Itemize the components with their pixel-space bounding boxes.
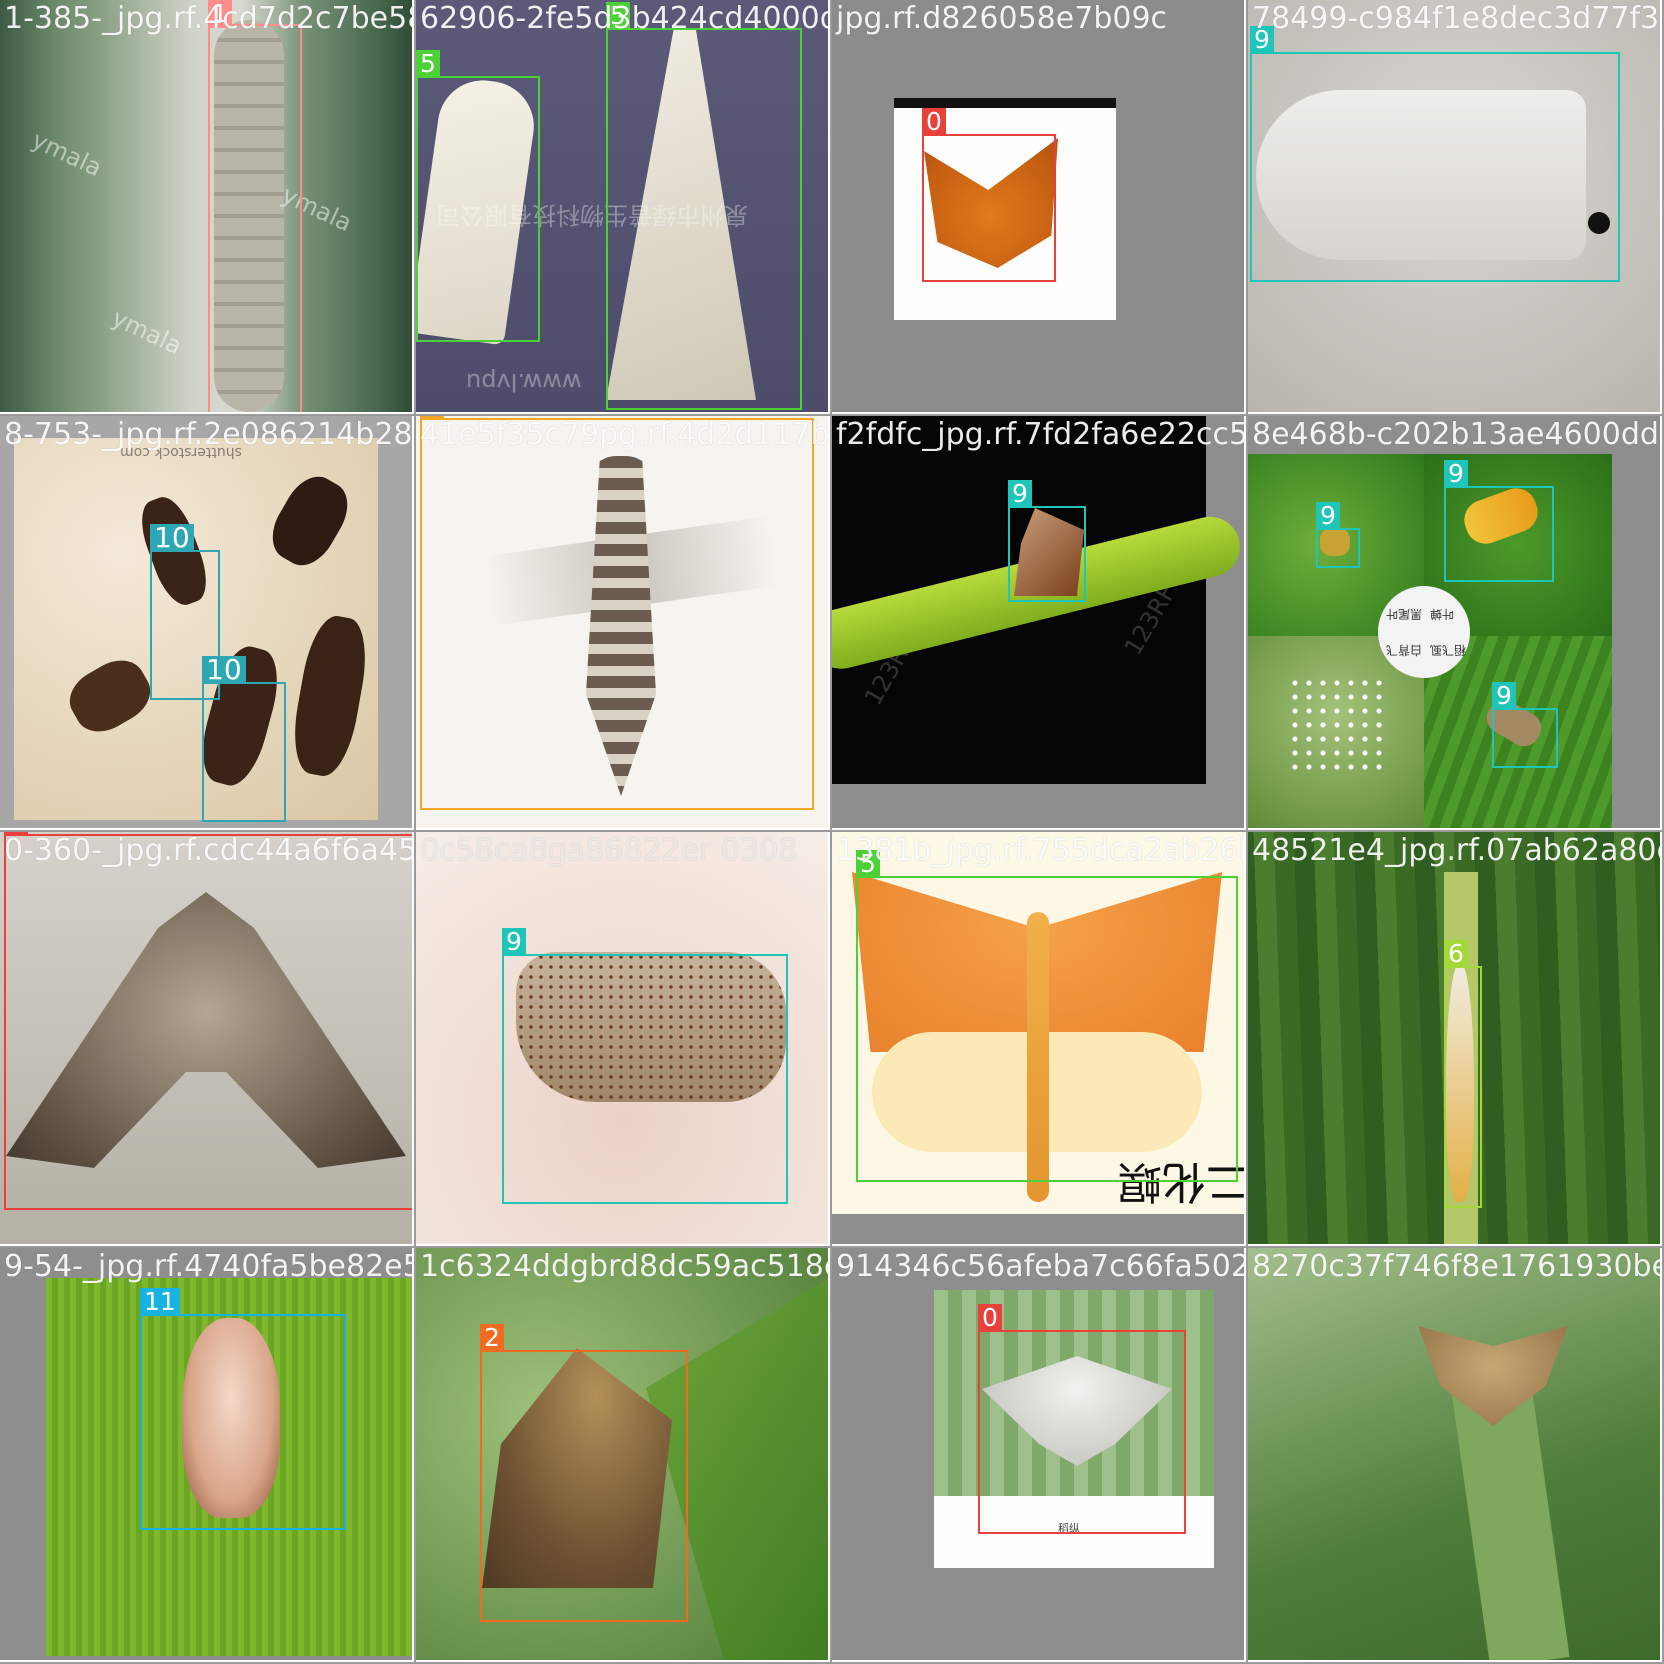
class-label: 10: [150, 524, 194, 552]
tile-filename: 1-385-_jpg.rf.4cd7d2c7be5842406e2fe5c309…: [4, 1, 412, 36]
leafhopper: [182, 1318, 280, 1518]
bounding-box: 0: [4, 832, 412, 1210]
tile-7: 123RF 123RF 9 f2fdfc_jpg.rf.7fd2fa6e22cc…: [832, 416, 1246, 830]
tile-12: 6 48521e4_jpg.rf.07ab62a80ca421: [1248, 832, 1662, 1246]
tile-filename: 1381b_jpg.rf.755dca2ab26bc4: [836, 833, 1244, 868]
tile-9: 0 0-360-_jpg.rf.cdc44a6f6a45c: [0, 832, 414, 1246]
tile-3: 0 jpg.rf.d826058e7b09c: [832, 0, 1246, 414]
watermark: 稻纵: [1058, 1522, 1080, 1535]
spotted-planthopper: [516, 952, 786, 1102]
bounding-box: 0: [978, 1304, 1186, 1534]
watermark: 稻飞虱: [1430, 643, 1467, 657]
bounding-box: 9: [1492, 682, 1558, 768]
white-moth: [1256, 90, 1586, 260]
tile-filename: 8-753-_jpg.rf.2e086214b28c: [4, 417, 414, 452]
bounding-box: 9: [1250, 26, 1620, 282]
tile-filename: 8e468b-c202b13ae4600dd69: [1252, 417, 1662, 452]
class-label: 11: [140, 1288, 180, 1316]
bounding-box: 5: [416, 50, 540, 342]
class-label: 6: [1444, 940, 1468, 968]
bounding-box: 9: [1444, 460, 1554, 582]
class-label: 0: [922, 108, 946, 136]
tile-1: ymala ymala ymala 1 1-385-_jpg.rf.4cd7d2…: [0, 0, 414, 414]
class-label: 9: [1008, 480, 1032, 508]
watermark: 黑尾叶: [1386, 607, 1423, 621]
bounding-box: 11: [140, 1288, 346, 1530]
class-label: 0: [4, 832, 28, 836]
tile-filename: 41e5f35c79pg.rf.4d2d117b85b50: [420, 417, 830, 452]
bounding-box: 6: [1444, 940, 1482, 1208]
tile-filename: 8270c37f746f8e1761930be: [1252, 1249, 1662, 1284]
bounding-box: 3: [420, 416, 814, 810]
watermark: 白背飞: [1386, 643, 1423, 657]
class-label: 5: [606, 2, 630, 30]
tile-10: 9 0c58ca8ga86822er 0308: [416, 832, 830, 1246]
class-label: 2: [480, 1324, 504, 1352]
bounding-box: 9: [502, 928, 788, 1204]
class-label: 0: [978, 1304, 1002, 1332]
bounding-box: 10: [150, 524, 220, 700]
class-label: 3: [420, 416, 444, 420]
bounding-box: 9: [1008, 480, 1086, 602]
class-label: 10: [202, 656, 246, 684]
tile-filename: jpg.rf.d826058e7b09c: [836, 1, 1168, 36]
tile-filename: f2fdfc_jpg.rf.7fd2fa6e22cc56: [836, 417, 1246, 452]
class-label: 9: [1444, 460, 1468, 488]
tile-5: shutterstock.com 10 10 8-753-_jpg.rf.2e0…: [0, 416, 414, 830]
tile-filename: 48521e4_jpg.rf.07ab62a80ca421: [1252, 833, 1660, 868]
bounding-box: 10: [202, 656, 286, 822]
moth-eye: [1588, 212, 1610, 234]
bounding-box: 2: [480, 1324, 688, 1622]
class-label: 5: [416, 50, 440, 78]
bounding-box: 0: [922, 108, 1056, 282]
watermark: 叶蝉: [1430, 607, 1455, 621]
class-label: 5: [856, 850, 880, 878]
moth-abdomen: [1027, 912, 1049, 1202]
tile-8: 叶蝉 黑尾叶 白背飞 稻飞虱 9 9 9 8e468b-c202b13ae460…: [1248, 416, 1662, 830]
bounding-box: 1: [208, 0, 302, 412]
bounding-box: 9: [1316, 502, 1360, 568]
tile-4: 9 78499-c984f1e8dec3d77f3f0: [1248, 0, 1662, 414]
class-label: 9: [1316, 502, 1340, 530]
class-label: 9: [502, 928, 526, 956]
tile-14: 2 1c6324ddgbrd8dc59ac518e: [416, 1248, 830, 1662]
tile-11: 二化螟 5 1381b_jpg.rf.755dca2ab26bc4: [832, 832, 1246, 1246]
tile-15: 稻纵 0 914346c56afeba7c66fa502a73: [832, 1248, 1246, 1662]
tile-16: 8270c37f746f8e1761930be: [1248, 1248, 1662, 1662]
tile-filename: 0c58ca8ga86822er 0308: [420, 833, 798, 868]
tile-filename: 9-54-_jpg.rf.4740fa5be82e55: [4, 1249, 414, 1284]
tile-filename: 914346c56afeba7c66fa502a73: [836, 1249, 1244, 1284]
tile-filename: 78499-c984f1e8dec3d77f3f0: [1252, 1, 1662, 36]
pest: [1446, 962, 1474, 1202]
class-label: 9: [1492, 682, 1516, 710]
class-label: 9: [1250, 26, 1274, 54]
center-disc: [1378, 586, 1470, 678]
tile-6: 3 41e5f35c79pg.rf.4d2d117b85b50: [416, 416, 830, 830]
tile-filename: 0-360-_jpg.rf.cdc44a6f6a45c: [4, 833, 414, 868]
caterpillar: [214, 20, 284, 412]
tile-filename: 1c6324ddgbrd8dc59ac518e: [420, 1249, 830, 1284]
class-label: 1: [208, 0, 232, 28]
white-eggs: [1288, 676, 1388, 776]
watermark: www.lvpu: [466, 368, 582, 396]
bounding-box: 5: [856, 850, 1238, 1182]
leafhopper: [1320, 528, 1350, 556]
tile-filename: 62906-2fe5d3b424cd4000d9d8532f78: [420, 1, 828, 36]
tile-2: 泉州市绿普生物科技有限公司 www.lvpu 5 5 62906-2fe5d3b…: [416, 0, 830, 414]
tile-13: 11 9-54-_jpg.rf.4740fa5be82e55: [0, 1248, 414, 1662]
bounding-box: 5: [606, 2, 802, 410]
